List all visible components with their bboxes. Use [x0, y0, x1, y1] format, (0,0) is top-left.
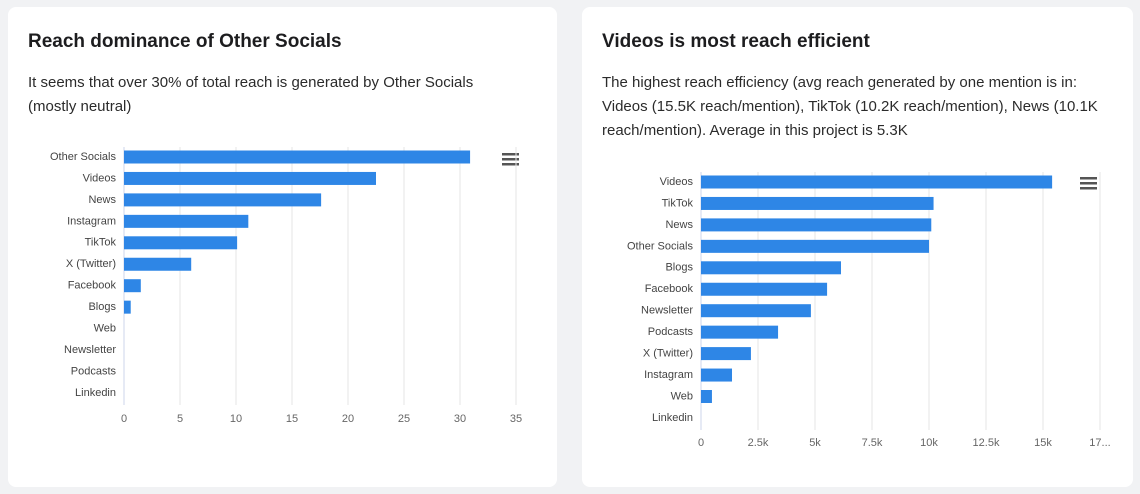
chart-title: Videos is most reach efficient [602, 31, 870, 52]
bar [701, 368, 733, 382]
card: Videos is most reach efficient The highe… [582, 7, 1133, 487]
bar [701, 218, 932, 232]
y-tick-label: Web [671, 390, 693, 402]
bar [701, 390, 712, 403]
bar [124, 300, 131, 314]
x-tick-label: 0 [121, 413, 127, 425]
bar [124, 279, 141, 293]
x-tick-label: 12.5k [973, 437, 1000, 449]
bar [124, 214, 249, 228]
y-tick-label: Newsletter [641, 305, 693, 317]
y-tick-label: Newsletter [64, 344, 116, 356]
y-tick-label: Instagram [644, 369, 693, 381]
bar [701, 325, 779, 339]
y-tick-label: Blogs [665, 262, 693, 274]
chart-title: Reach dominance of Other Socials [28, 31, 342, 52]
bar [124, 171, 376, 185]
x-tick-label: 20 [342, 413, 354, 425]
menu-icon[interactable] [502, 153, 519, 166]
bar [701, 282, 828, 296]
bar [124, 257, 192, 271]
y-tick-label: Instagram [67, 215, 116, 227]
bar [701, 304, 811, 318]
y-tick-label: Other Socials [627, 240, 694, 252]
chart-subtitle: The highest reach efficiency (avg reach … [602, 74, 1098, 139]
x-tick-label: 15 [286, 413, 298, 425]
chart-subtitle: It seems that over 30% of total reach is… [28, 74, 474, 115]
y-tick-label: Linkedin [652, 412, 693, 424]
card: Reach dominance of Other Socials It seem… [8, 7, 557, 487]
x-tick-label: 10k [920, 437, 938, 449]
y-tick-label: Podcasts [71, 365, 117, 377]
y-tick-label: X (Twitter) [66, 258, 116, 270]
menu-icon[interactable] [1080, 177, 1097, 190]
y-tick-label: News [88, 194, 116, 206]
y-tick-label: News [665, 219, 693, 231]
y-tick-label: Facebook [645, 283, 694, 295]
chart: 0 5 10 15 20 25 30 35 Other Socials Videos News Ins… [50, 147, 522, 425]
bar [124, 236, 238, 250]
y-tick-label: X (Twitter) [643, 348, 693, 360]
y-tick-label: Podcasts [648, 326, 694, 338]
y-tick-label: Facebook [68, 280, 117, 292]
x-tick-label: 10 [230, 413, 242, 425]
x-tick-label: 35 [510, 413, 522, 425]
bar [124, 193, 322, 207]
bar [701, 347, 751, 361]
x-tick-label: 2.5k [748, 437, 769, 449]
x-tick-label: 30 [454, 413, 466, 425]
x-tick-label: 5k [809, 437, 821, 449]
y-tick-label: Linkedin [75, 387, 116, 399]
x-tick-label: 17... [1089, 437, 1110, 449]
x-tick-label: 5 [177, 413, 183, 425]
bar [701, 261, 841, 275]
y-tick-label: Videos [660, 176, 694, 188]
y-tick-label: TikTok [662, 197, 694, 209]
y-tick-label: Blogs [88, 301, 116, 313]
x-tick-label: 0 [698, 437, 704, 449]
y-tick-label: Web [94, 323, 116, 335]
bar [124, 150, 471, 164]
bar [701, 175, 1053, 189]
x-tick-label: 15k [1034, 437, 1052, 449]
x-tick-label: 7.5k [862, 437, 883, 449]
x-tick-label: 25 [398, 413, 410, 425]
y-tick-label: Videos [83, 172, 117, 184]
y-tick-label: TikTok [85, 237, 117, 249]
bar [701, 239, 929, 253]
y-tick-label: Other Socials [50, 151, 117, 163]
bar [701, 196, 934, 210]
chart: 0 2.5k 5k 7.5k 10k 12.5k 15k 17... Videos TikTok N… [627, 172, 1111, 449]
